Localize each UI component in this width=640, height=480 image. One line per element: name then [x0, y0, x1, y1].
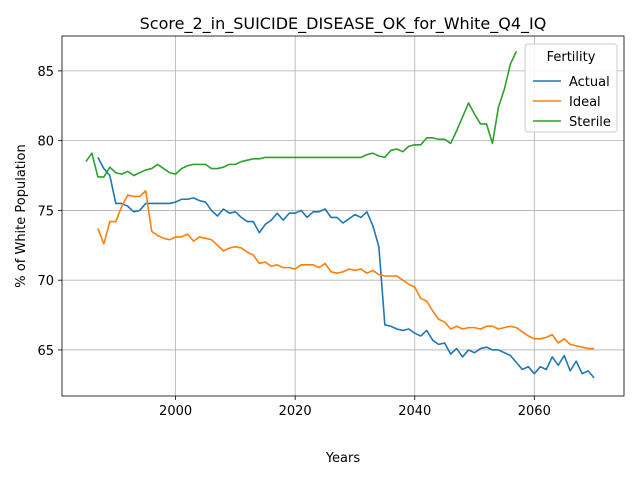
plot-frame: [61, 35, 625, 397]
x-tick-label: 2040: [398, 404, 431, 419]
series-line-ideal: [97, 190, 595, 350]
series-line-actual: [97, 157, 595, 379]
series-lines: [85, 51, 595, 379]
legend-entry-sterile: Sterile: [569, 115, 611, 130]
legend: Fertility Actual Ideal Sterile: [524, 43, 618, 133]
chart-title: Score_2_in_SUICIDE_DISEASE_OK_for_White_…: [140, 14, 547, 34]
x-tick-label: 2000: [159, 404, 192, 419]
y-tick-label: 80: [37, 135, 54, 150]
y-axis-label: % of White Population: [14, 144, 29, 287]
legend-box: [524, 43, 618, 133]
y-tick-label: 65: [37, 344, 54, 359]
y-tick-label: 85: [37, 65, 54, 80]
y-tick-label: 70: [37, 274, 54, 289]
x-tick-label: 2060: [518, 404, 551, 419]
x-tick-label: 2020: [279, 404, 312, 419]
legend-title: Fertility: [547, 50, 596, 65]
series-line-sterile: [85, 51, 518, 178]
x-axis-label: Years: [325, 451, 361, 466]
ticks: 2000 2020 2040 2060 65 70 75 80 85: [37, 65, 550, 419]
y-tick-label: 75: [37, 204, 54, 219]
legend-entry-ideal: Ideal: [569, 95, 601, 110]
legend-entry-actual: Actual: [569, 75, 610, 90]
